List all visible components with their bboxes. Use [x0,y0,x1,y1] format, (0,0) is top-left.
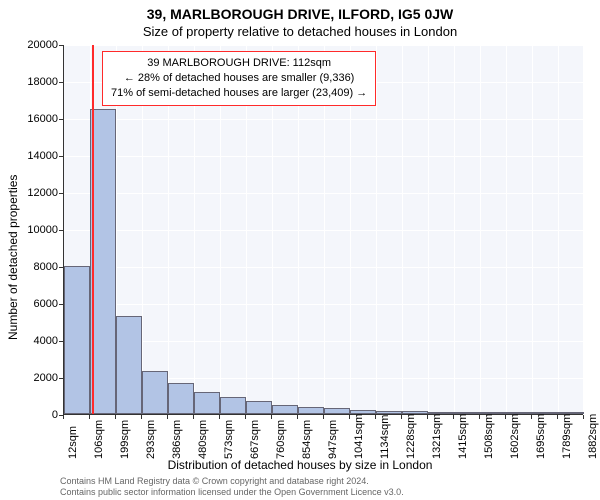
x-tick-label: 12sqm [67,426,79,459]
x-tick-label: 1134sqm [379,415,391,459]
x-tick-mark [323,415,324,419]
x-tick-mark [427,415,428,419]
gridline-v [584,45,585,414]
gridline-v [402,45,403,414]
x-tick-mark [141,415,142,419]
footer-line-2: Contains public sector information licen… [60,487,404,497]
callout-line: 39 MARLBOROUGH DRIVE: 112sqm [111,56,367,71]
histogram-bar [324,408,350,414]
y-tick-label: 0 [8,409,58,421]
y-tick-label: 14000 [8,150,58,162]
plot-area: 39 MARLBOROUGH DRIVE: 112sqm← 28% of det… [63,45,583,415]
x-tick-mark [193,415,194,419]
x-tick-label: 293sqm [145,420,157,459]
x-tick-mark [297,415,298,419]
x-tick-label: 1602sqm [509,414,521,459]
histogram-bar [168,383,194,414]
x-tick-mark [401,415,402,419]
x-tick-mark [349,415,350,419]
x-tick-mark [375,415,376,419]
gridline-v [558,45,559,414]
callout-box: 39 MARLBOROUGH DRIVE: 112sqm← 28% of det… [102,51,376,106]
y-tick-label: 8000 [8,261,58,273]
x-tick-mark [479,415,480,419]
x-tick-mark [245,415,246,419]
histogram-bar [272,405,298,414]
x-tick-mark [63,415,64,419]
gridline-v [532,45,533,414]
x-tick-mark [557,415,558,419]
callout-line: 71% of semi-detached houses are larger (… [111,86,367,101]
x-tick-label: 199sqm [119,420,131,459]
x-tick-mark [219,415,220,419]
histogram-bar [220,397,246,414]
x-tick-label: 1041sqm [353,414,365,459]
x-tick-mark [531,415,532,419]
histogram-bar [116,316,142,414]
gridline-v [454,45,455,414]
histogram-bar [246,401,272,414]
title-main: 39, MARLBOROUGH DRIVE, ILFORD, IG5 0JW [0,6,600,22]
x-tick-label: 106sqm [93,420,105,459]
x-tick-label: 1882sqm [587,414,599,459]
y-tick-label: 20000 [8,39,58,51]
histogram-bar [64,266,90,414]
gridline-v [428,45,429,414]
x-tick-label: 667sqm [249,420,261,459]
x-tick-label: 947sqm [327,420,339,459]
x-axis-label: Distribution of detached houses by size … [0,458,600,472]
x-tick-mark [505,415,506,419]
x-tick-label: 480sqm [197,420,209,459]
x-tick-label: 386sqm [171,420,183,459]
y-tick-label: 10000 [8,224,58,236]
x-tick-mark [115,415,116,419]
y-tick-label: 12000 [8,187,58,199]
x-tick-mark [89,415,90,419]
footer-line-1: Contains HM Land Registry data © Crown c… [60,476,369,486]
y-tick-label: 4000 [8,335,58,347]
x-tick-mark [583,415,584,419]
x-tick-mark [453,415,454,419]
y-tick-label: 6000 [8,298,58,310]
histogram-bar [298,407,324,414]
gridline-v [506,45,507,414]
x-tick-label: 1415sqm [457,414,469,459]
gridline-v [480,45,481,414]
marker-line [92,45,94,414]
x-tick-label: 1228sqm [405,414,417,459]
x-tick-label: 1508sqm [483,414,495,459]
y-tick-label: 16000 [8,113,58,125]
histogram-bar [194,392,220,414]
histogram-bar [142,371,168,414]
y-tick-label: 2000 [8,372,58,384]
x-tick-label: 1695sqm [535,414,547,459]
x-tick-label: 760sqm [275,420,287,459]
chart-container: 39, MARLBOROUGH DRIVE, ILFORD, IG5 0JW S… [0,0,600,500]
y-axis-label: Number of detached properties [6,175,20,340]
x-tick-mark [167,415,168,419]
x-tick-label: 573sqm [223,420,235,459]
x-tick-label: 1789sqm [561,414,573,459]
histogram-bar [376,411,402,414]
x-tick-mark [271,415,272,419]
x-tick-label: 854sqm [301,420,313,459]
x-tick-label: 1321sqm [431,414,443,459]
callout-line: ← 28% of detached houses are smaller (9,… [111,71,367,86]
title-sub: Size of property relative to detached ho… [0,24,600,39]
y-tick-label: 18000 [8,76,58,88]
